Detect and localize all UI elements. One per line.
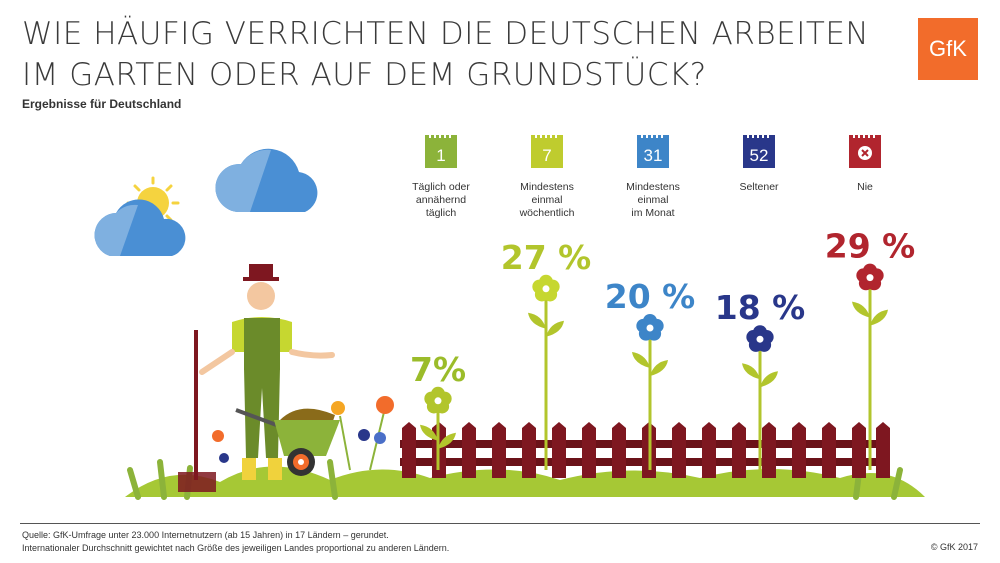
gfk-logo: GfK [918, 18, 978, 80]
flower-leaf [528, 312, 564, 337]
calendar-icon: 1 [425, 132, 457, 168]
svg-text:31: 31 [644, 146, 663, 165]
calendar-icon [849, 132, 881, 168]
legend-label: Nie [857, 181, 873, 193]
cloud-icon [215, 148, 318, 212]
fence [400, 422, 890, 478]
legend-item-daily: 1 Täglich oder annähernd täglich [386, 131, 496, 220]
page-title: WIE HÄUFIG VERRICHTEN DIE DEUTSCHEN ARBE… [22, 14, 869, 96]
value-label: 18 % [715, 288, 805, 327]
flower-leaf [420, 424, 456, 449]
source-line-2: Internationaler Durchschnitt gewichtet n… [22, 543, 450, 553]
footer-divider [20, 523, 980, 524]
flower-leaf [852, 301, 888, 326]
svg-text:1: 1 [436, 146, 445, 165]
calendar-icon: 52 [743, 132, 775, 168]
flower-bar [856, 263, 884, 291]
legend-label: Mindestens einmal im Monat [626, 181, 680, 219]
legend-item-rarely: 52 Seltener [704, 131, 814, 194]
value-label: 29 % [825, 227, 915, 266]
title-line-2: IM GARTEN ODER AUF DEM GRUNDSTÜCK? [22, 57, 707, 93]
legend-label: Täglich oder annähernd täglich [412, 181, 470, 219]
value-label: 20 % [605, 277, 695, 316]
flower-leaf [742, 363, 778, 388]
flower-leaf [632, 352, 668, 376]
flower-bar [424, 386, 452, 414]
gardener-illustration [178, 264, 335, 492]
garden-illustration: 7% 27 % 20 % 18 % 29 % [94, 148, 925, 500]
flower-bar [532, 274, 560, 302]
svg-text:52: 52 [750, 146, 769, 165]
cloud-icon [94, 199, 186, 256]
value-label: 27 % [501, 238, 591, 277]
legend-item-never: Nie [810, 131, 920, 194]
flower-bar [746, 325, 774, 352]
legend-item-monthly: 31 Mindestens einmal im Monat [598, 131, 708, 220]
calendar-icon: 7 [531, 132, 563, 168]
flower-bar [636, 314, 664, 341]
title-line-1: WIE HÄUFIG VERRICHTEN DIE DEUTSCHEN ARBE… [22, 16, 870, 52]
calendar-icon: 31 [637, 132, 669, 168]
legend-label: Seltener [739, 181, 779, 193]
source-note: Quelle: GfK-Umfrage unter 23.000 Interne… [22, 529, 449, 555]
source-line-1: Quelle: GfK-Umfrage unter 23.000 Interne… [22, 530, 389, 540]
legend-item-weekly: 7 Mindestens einmal wöchentlich [492, 131, 602, 220]
wheelbarrow-illustration [235, 408, 340, 476]
value-label: 7% [410, 350, 466, 389]
decorative-flowers [212, 396, 394, 471]
svg-text:7: 7 [542, 146, 551, 165]
legend-label: Mindestens einmal wöchentlich [519, 181, 575, 219]
subtitle: Ergebnisse für Deutschland [22, 97, 182, 111]
copyright: © GfK 2017 [930, 542, 978, 552]
